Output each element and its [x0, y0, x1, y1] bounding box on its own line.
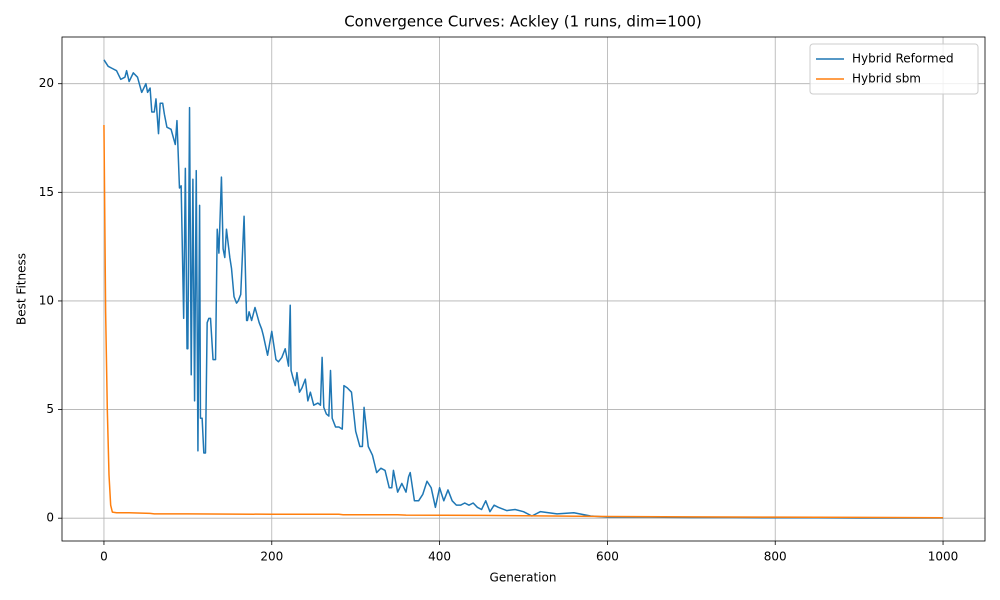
x-tick-label: 400	[428, 550, 451, 564]
y-tick-label: 20	[39, 76, 54, 90]
y-tick-label: 0	[46, 511, 54, 525]
x-tick-label: 600	[596, 550, 619, 564]
plot-frame	[61, 36, 986, 542]
x-tick-label: 1000	[928, 550, 959, 564]
chart-title: Convergence Curves: Ackley (1 runs, dim=…	[344, 13, 702, 31]
legend-label: Hybrid sbm	[852, 72, 921, 86]
x-tick-label: 0	[100, 550, 108, 564]
legend-label: Hybrid Reformed	[852, 52, 954, 66]
line-series	[103, 59, 944, 519]
legend-box	[809, 43, 979, 95]
y-axis-label: Best Fitness	[15, 253, 29, 325]
line-series	[103, 124, 944, 519]
legend: Hybrid Reformed Hybrid sbm	[809, 43, 979, 95]
y-tick-label: 5	[46, 402, 54, 416]
x-tick-label: 800	[764, 550, 787, 564]
y-tick-label: 10	[39, 293, 54, 307]
x-tick-label: 200	[260, 550, 283, 564]
y-tick-label: 15	[39, 185, 54, 199]
x-axis-label: Generation	[490, 571, 557, 585]
